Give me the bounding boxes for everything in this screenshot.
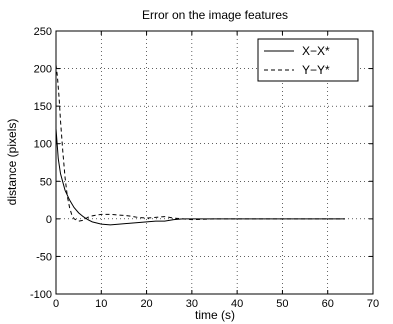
y-tick-label: 150 [34,101,52,113]
x-tick-label: 30 [186,298,198,310]
series-line-y [55,64,345,222]
axis-ticks [55,30,374,295]
x-tick-label: 10 [95,298,107,310]
legend-label-y: Y−Y* [302,63,330,77]
legend-label-x: X−X* [302,44,330,58]
y-tick-label: -100 [30,289,52,301]
x-tick-label: 0 [53,298,59,310]
x-tick-label: 60 [322,298,334,310]
legend-box [257,38,359,82]
chart-title: Error on the image features [142,8,288,22]
legend: X−X* Y−Y* [257,38,359,82]
plot-area-frame [55,30,374,295]
y-tick-label: 200 [34,64,52,76]
y-tick-label: 250 [34,26,52,38]
y-tick-label: 100 [34,139,52,151]
x-tick-label: 40 [231,298,243,310]
x-tick-label: 70 [367,298,379,310]
x-axis-title: time (s) [195,308,235,322]
y-tick-label: 0 [46,214,52,226]
y-axis-title: distance (pixels) [5,119,19,206]
x-tick-labels: 0 10 20 30 40 50 60 70 [53,298,379,310]
y-tick-label: 50 [40,176,52,188]
y-tick-labels: -100 -50 0 50 100 150 200 250 [30,26,52,301]
x-tick-label: 20 [140,298,152,310]
y-tick-label: -50 [36,251,52,263]
x-tick-label: 50 [276,298,288,310]
series-lines [55,64,345,226]
series-line-x [55,128,345,226]
